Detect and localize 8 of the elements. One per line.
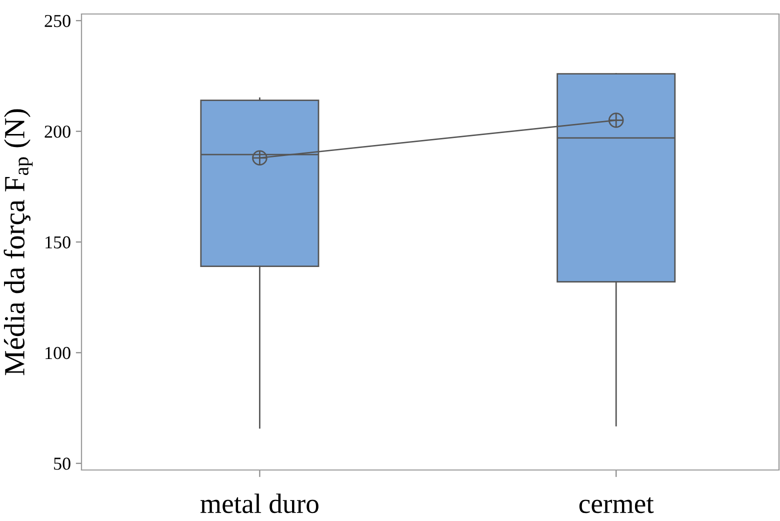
y-tick-label: 100 [46,346,70,360]
y-tick-label: 200 [44,126,70,138]
y-tick-label: 150 [46,236,70,248]
y-axis-title: Média da força F$_{ap}$ (N) [4,109,33,376]
y-tick-label: 50 [54,458,70,470]
x-tick-label: metal duro [200,494,318,514]
y-tick-label: 250 [44,14,70,28]
x-tick-label: cermet [579,497,654,514]
